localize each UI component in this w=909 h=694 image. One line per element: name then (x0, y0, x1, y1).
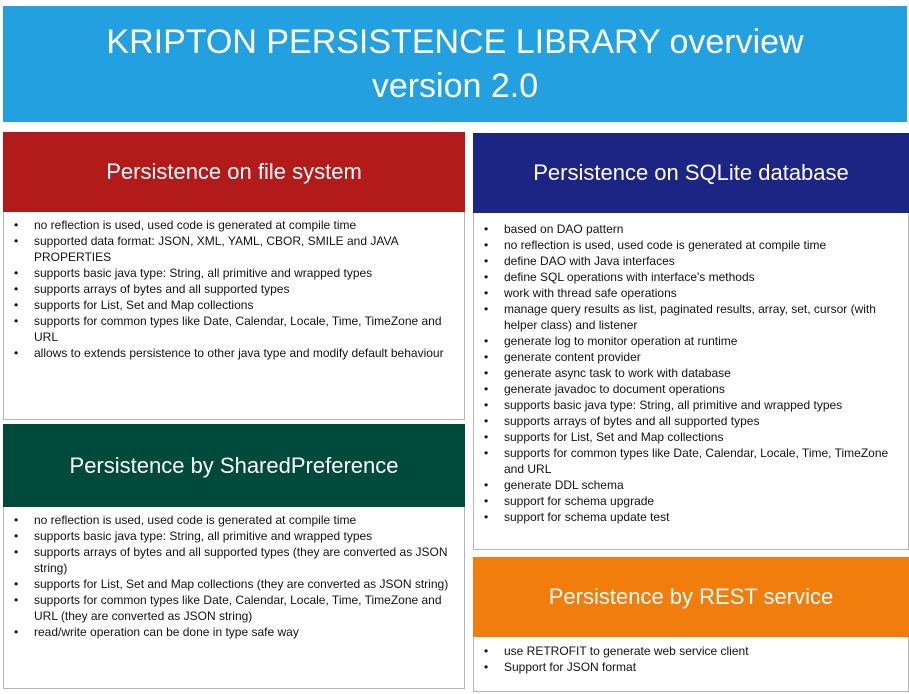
list-item: supports for List, Set and Map collectio… (14, 297, 456, 313)
list-item: use RETROFIT to generate web service cli… (484, 643, 900, 659)
list-item: no reflection is used, used code is gene… (14, 217, 456, 233)
list-item: allows to extends persistence to other j… (14, 345, 456, 361)
list-item: supports for List, Set and Map collectio… (14, 576, 456, 592)
file-system-header: Persistence on file system (3, 132, 465, 212)
sqlite-header: Persistence on SQLite database (473, 133, 909, 213)
rest-list: use RETROFIT to generate web service cli… (482, 643, 900, 675)
list-item: supports for common types like Date, Cal… (14, 592, 456, 624)
list-item: supports basic java type: String, all pr… (14, 265, 456, 281)
list-item: supports basic java type: String, all pr… (484, 397, 900, 413)
list-item: supports for common types like Date, Cal… (484, 445, 900, 477)
list-item: support for schema upgrade (484, 493, 900, 509)
list-item: manage query results as list, paginated … (484, 301, 900, 333)
list-item: no reflection is used, used code is gene… (484, 237, 900, 253)
list-item: define DAO with Java interfaces (484, 253, 900, 269)
list-item: supports arrays of bytes and all support… (484, 413, 900, 429)
rest-body: use RETROFIT to generate web service cli… (473, 637, 909, 692)
list-item: generate log to monitor operation at run… (484, 333, 900, 349)
list-item: generate async task to work with databas… (484, 365, 900, 381)
title-banner: KRIPTON PERSISTENCE LIBRARY overview ver… (3, 6, 907, 122)
file-system-list: no reflection is used, used code is gene… (12, 217, 456, 361)
list-item: supports for List, Set and Map collectio… (484, 429, 900, 445)
file-system-box: Persistence on file system no reflection… (3, 132, 465, 420)
list-item: generate javadoc to document operations (484, 381, 900, 397)
shared-preference-box: Persistence by SharedPreference no refle… (3, 424, 465, 689)
shared-preference-body: no reflection is used, used code is gene… (3, 507, 465, 689)
title-line-2: version 2.0 (371, 67, 539, 105)
rest-header: Persistence by REST service (473, 557, 909, 637)
list-item: no reflection is used, used code is gene… (14, 512, 456, 528)
sqlite-list: based on DAO patternno reflection is use… (482, 221, 900, 525)
list-item: support for schema update test (484, 509, 900, 525)
list-item: work with thread safe operations (484, 285, 900, 301)
shared-preference-list: no reflection is used, used code is gene… (12, 512, 456, 640)
file-system-body: no reflection is used, used code is gene… (3, 212, 465, 420)
sqlite-box: Persistence on SQLite database based on … (473, 133, 909, 550)
list-item: supports basic java type: String, all pr… (14, 528, 456, 544)
list-item: supports arrays of bytes and all support… (14, 281, 456, 297)
list-item: generate content provider (484, 349, 900, 365)
list-item: read/write operation can be done in type… (14, 624, 456, 640)
list-item: generate DDL schema (484, 477, 900, 493)
sqlite-body: based on DAO patternno reflection is use… (473, 213, 909, 550)
list-item: define SQL operations with interface's m… (484, 269, 900, 285)
list-item: Support for JSON format (484, 659, 900, 675)
shared-preference-header: Persistence by SharedPreference (3, 424, 465, 507)
title-line-1: KRIPTON PERSISTENCE LIBRARY overview (106, 23, 804, 61)
list-item: based on DAO pattern (484, 221, 900, 237)
rest-box: Persistence by REST service use RETROFIT… (473, 557, 909, 692)
list-item: supports arrays of bytes and all support… (14, 544, 456, 576)
list-item: supports for common types like Date, Cal… (14, 313, 456, 345)
list-item: supported data format: JSON, XML, YAML, … (14, 233, 456, 265)
